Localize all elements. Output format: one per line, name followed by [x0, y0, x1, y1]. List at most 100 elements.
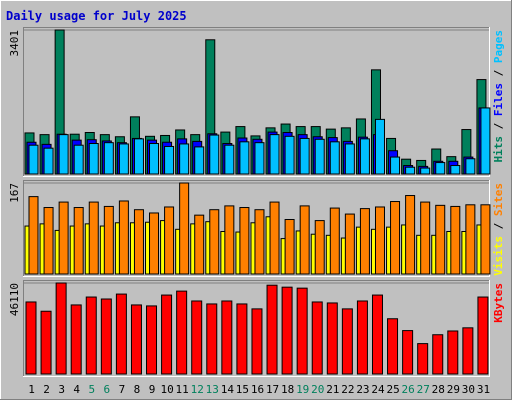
- sites-bar-12: [194, 214, 205, 275]
- kbytes-bar-8: [130, 304, 142, 375]
- pages-bar-16: [254, 142, 265, 175]
- x-label-day-6: 6: [104, 383, 111, 396]
- kbytes-bar-19: [296, 287, 308, 375]
- pages-bar-4: [73, 144, 84, 175]
- pages-bar-8: [133, 138, 144, 175]
- kbytes-bar-12: [191, 300, 203, 375]
- kbytes-bar-13: [206, 303, 218, 375]
- middle-side-label-part-0: Visits: [492, 236, 505, 276]
- top-side-label-part-3: /: [492, 63, 505, 83]
- top-side-label-part-1: /: [492, 116, 505, 136]
- sites-bar-2: [43, 207, 54, 275]
- pages-bar-12: [194, 146, 205, 175]
- kbytes-bar-25: [387, 318, 399, 375]
- pages-bar-13: [209, 134, 220, 175]
- kbytes-bar-17: [266, 284, 278, 375]
- sites-bar-31: [480, 204, 491, 275]
- sites-bar-30: [465, 204, 476, 275]
- x-label-day-18: 18: [281, 383, 294, 396]
- sites-bar-4: [73, 207, 84, 275]
- sites-bar-7: [118, 200, 129, 275]
- x-label-day-26: 26: [402, 383, 415, 396]
- x-label-day-11: 11: [176, 383, 189, 396]
- sites-bar-3: [58, 201, 69, 275]
- kbytes-bar-3: [55, 282, 67, 375]
- chart-panels: 3401 Hits / Files / Pages 167 Visits / Site…: [8, 27, 505, 377]
- x-label-day-23: 23: [356, 383, 369, 396]
- pages-bar-23: [359, 138, 370, 175]
- sites-bar-27: [420, 201, 431, 275]
- pages-bar-11: [179, 143, 190, 175]
- kbytes-bar-26: [402, 330, 414, 375]
- top-side-label-part-4: Pages: [492, 30, 505, 63]
- bottom-side-label: KBytes: [492, 283, 505, 323]
- sites-bar-26: [405, 195, 416, 275]
- kbytes-bar-15: [236, 303, 248, 375]
- kbytes-bar-29: [447, 330, 459, 375]
- x-label-day-3: 3: [58, 383, 65, 396]
- kbytes-bar-16: [251, 308, 263, 375]
- kbytes-bar-4: [70, 304, 82, 375]
- top-panel: 3401 Hits / Files / Pages: [8, 27, 505, 177]
- x-label-day-9: 9: [149, 383, 156, 396]
- kbytes-bar-6: [100, 298, 112, 375]
- top-side-label: Hits / Files / Pages: [492, 30, 505, 163]
- x-label-day-14: 14: [221, 383, 235, 396]
- sites-bar-15: [239, 207, 250, 275]
- pages-bar-28: [435, 162, 446, 175]
- x-label-day-29: 29: [447, 383, 460, 396]
- sites-bar-29: [450, 205, 461, 275]
- pages-bar-25: [390, 156, 401, 175]
- sites-bar-10: [164, 206, 175, 275]
- pages-bar-21: [329, 141, 340, 175]
- sites-bar-22: [344, 213, 355, 275]
- x-label-day-1: 1: [28, 383, 35, 396]
- x-label-day-15: 15: [236, 383, 249, 396]
- kbytes-bar-30: [462, 327, 474, 375]
- sites-bar-1: [28, 196, 39, 275]
- kbytes-bar-27: [417, 343, 429, 375]
- pages-bar-29: [450, 165, 461, 175]
- x-label-day-19: 19: [296, 383, 309, 396]
- kbytes-bar-20: [311, 301, 323, 375]
- kbytes-bar-5: [85, 296, 97, 375]
- sites-bar-17: [269, 201, 280, 275]
- kbytes-bar-11: [176, 290, 188, 375]
- kbytes-bar-10: [161, 294, 173, 375]
- kbytes-bar-7: [115, 293, 127, 375]
- kbytes-bar-18: [281, 286, 293, 375]
- bottom-max-label: 46110: [8, 283, 21, 316]
- sites-bar-21: [329, 207, 340, 275]
- x-label-day-25: 25: [386, 383, 399, 396]
- x-label-day-7: 7: [119, 383, 126, 396]
- x-label-day-30: 30: [462, 383, 475, 396]
- pages-bar-30: [465, 158, 476, 175]
- x-label-day-20: 20: [311, 383, 324, 396]
- x-label-day-24: 24: [371, 383, 385, 396]
- pages-bar-24: [374, 118, 385, 175]
- middle-side-label-part-1: /: [492, 216, 505, 236]
- sites-bar-11: [179, 182, 190, 275]
- sites-bar-8: [133, 209, 144, 275]
- x-label-day-5: 5: [88, 383, 95, 396]
- pages-bar-10: [164, 145, 175, 175]
- middle-side-label-part-2: Sites: [492, 183, 505, 216]
- pages-bar-9: [149, 143, 160, 175]
- sites-bar-14: [224, 205, 235, 275]
- sites-bar-6: [103, 205, 114, 275]
- sites-bar-20: [314, 220, 325, 275]
- x-label-day-4: 4: [73, 383, 80, 396]
- kbytes-bar-21: [326, 302, 338, 375]
- pages-bar-27: [420, 167, 431, 175]
- middle-side-label: Visits / Sites: [492, 183, 505, 276]
- pages-bar-15: [239, 141, 250, 175]
- pages-bar-18: [284, 135, 295, 175]
- sites-bar-18: [284, 219, 295, 275]
- sites-bar-23: [359, 208, 370, 275]
- sites-bar-24: [374, 206, 385, 275]
- kbytes-bar-28: [432, 334, 444, 375]
- kbytes-bar-1: [25, 301, 37, 375]
- top-side-label-part-0: Hits: [492, 136, 505, 163]
- x-label-day-17: 17: [266, 383, 279, 396]
